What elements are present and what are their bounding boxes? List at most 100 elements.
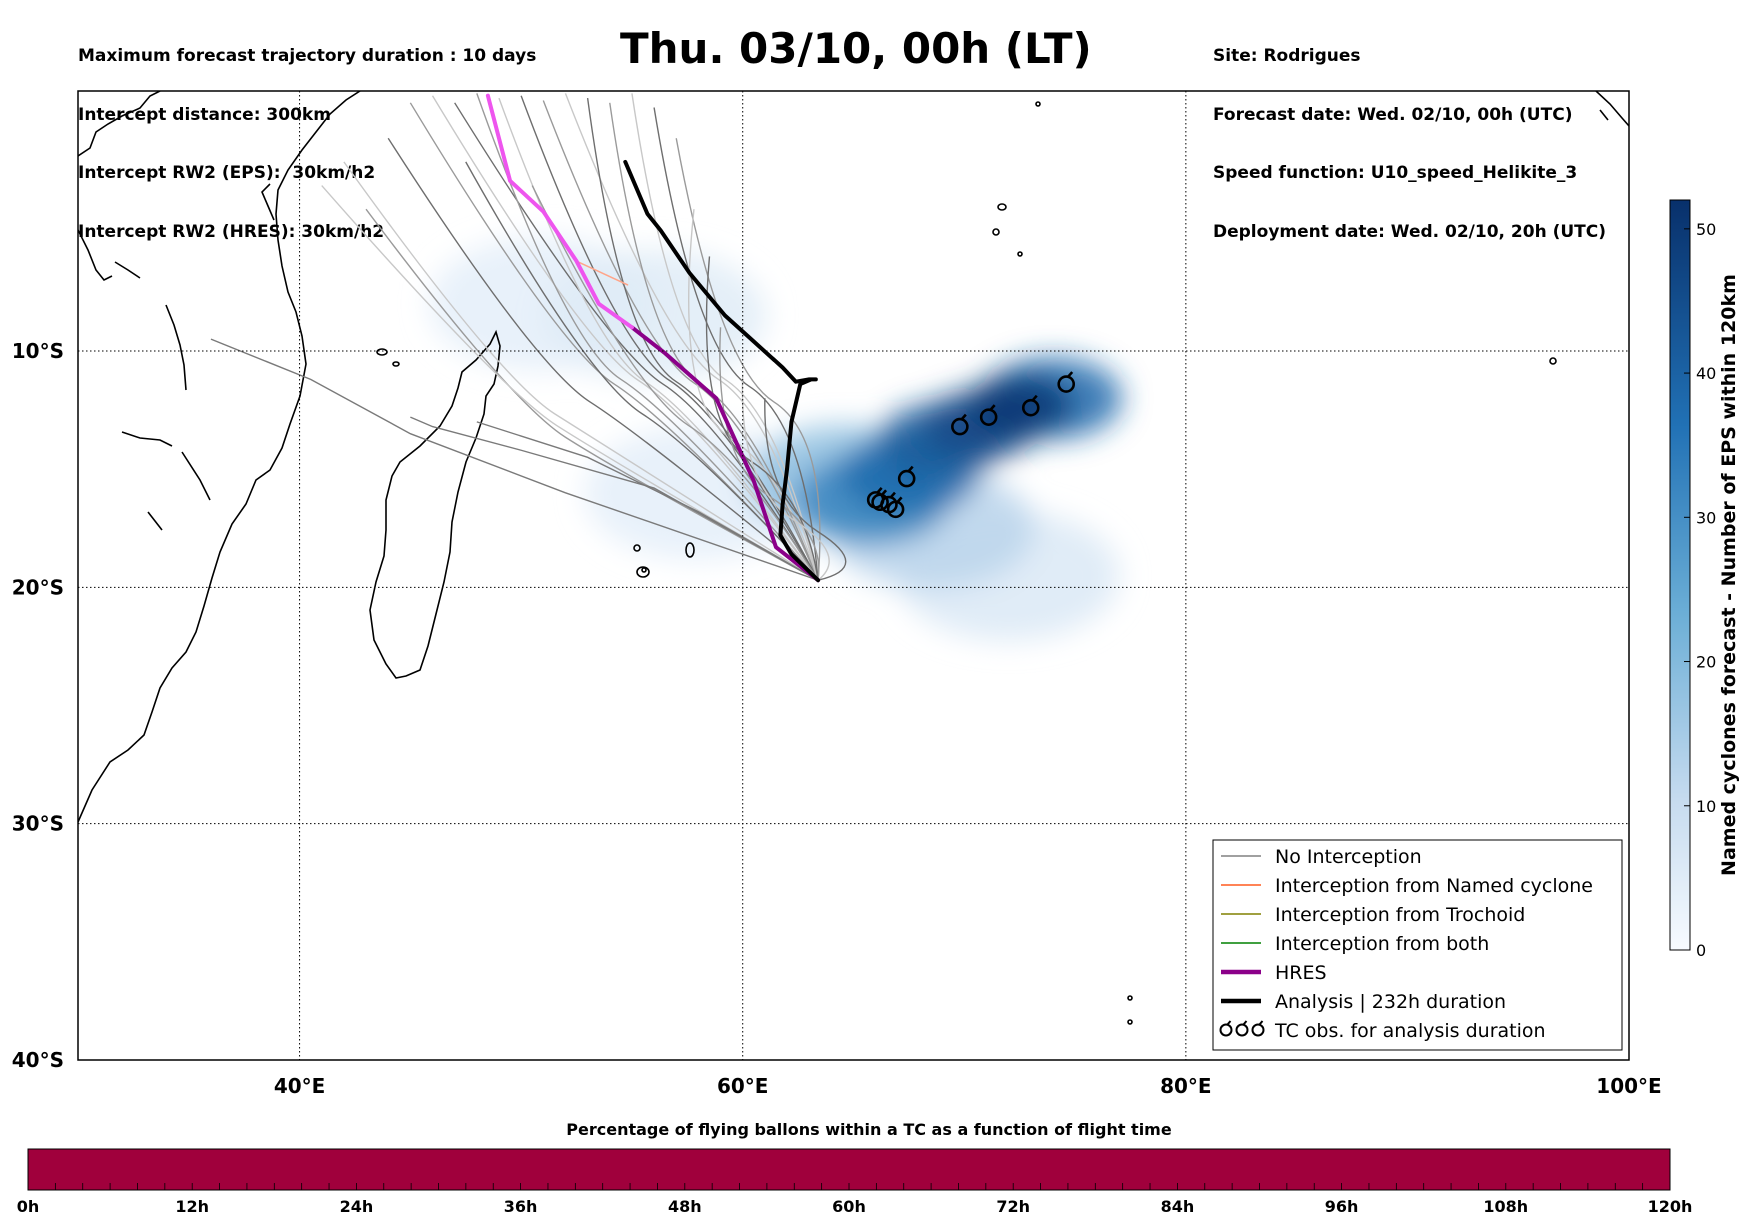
flight-time-tick-label: 24h (340, 1197, 374, 1216)
lon-tick-label: 40°E (274, 1074, 326, 1098)
ensemble-track (653, 107, 819, 581)
legend-label: HRES (1275, 962, 1327, 984)
colorbar-tick-label: 0 (1696, 941, 1706, 960)
header-right-line: Forecast date: Wed. 02/10, 00h (UTC) (1213, 104, 1573, 125)
flight-time-tick-label: 84h (1161, 1197, 1195, 1216)
colorbar-tick-label: 10 (1696, 797, 1716, 816)
legend-item: No Interception (1221, 846, 1422, 868)
eps-density-blob (966, 373, 1074, 437)
header-right-line: Deployment date: Wed. 02/10, 20h (UTC) (1213, 221, 1607, 242)
legend-item: HRES (1221, 962, 1327, 984)
ensemble-track (476, 421, 819, 581)
flight-time-bar: Percentage of flying ballons within a TC… (17, 1120, 1693, 1216)
ensemble-track (586, 97, 819, 581)
colorbar-tick-label: 40 (1696, 364, 1716, 383)
legend-label: Analysis | 232h duration (1275, 991, 1506, 1013)
colorbar-tick-label: 20 (1696, 653, 1716, 672)
legend-item: Analysis | 232h duration (1221, 991, 1506, 1013)
colorbar-tick-label: 50 (1696, 220, 1716, 239)
legend-item: Interception from both (1221, 933, 1489, 955)
tc-symbol-icon (897, 465, 916, 488)
lon-tick-label: 80°E (1160, 1074, 1212, 1098)
colorbar-tick-label: 30 (1696, 508, 1716, 527)
legend-label: Interception from Trochoid (1275, 904, 1525, 926)
header-right-line: Speed function: U10_speed_Helikite_3 (1213, 163, 1578, 183)
ensemble-track (431, 95, 819, 581)
axis-tick-labels: 40°E 60°E 80°E 100°E 10°S 20°S 30°S 40°S (12, 339, 1662, 1098)
flight-time-tick-label: 96h (1325, 1197, 1359, 1216)
ensemble-track (476, 93, 819, 581)
named-cyclone-interception-track (575, 260, 629, 286)
tc-symbol-icon (1226, 1020, 1232, 1026)
ensemble-track (764, 398, 847, 581)
ensemble-track (520, 95, 819, 581)
tc-symbol-icon (1021, 394, 1040, 417)
tc-observations (866, 371, 1076, 519)
tc-symbol-icon (1258, 1020, 1264, 1026)
tc-symbol-icon (1235, 1023, 1249, 1037)
flight-time-tick-label: 72h (996, 1197, 1030, 1216)
ensemble-track (343, 161, 819, 581)
eps-density-layer (429, 236, 1123, 641)
ensemble-track (741, 374, 830, 581)
ensemble-track (542, 100, 819, 581)
colorbar-gradient (1669, 199, 1691, 951)
lat-tick-label: 20°S (12, 575, 64, 599)
analysis-track (623, 159, 821, 583)
ensemble-track (210, 338, 819, 581)
flight-time-tick-label: 12h (175, 1197, 209, 1216)
ensemble-track (531, 185, 819, 581)
ensemble-track (409, 102, 819, 581)
legend-box (1212, 839, 1623, 1051)
tc-symbol-icon (1251, 1023, 1265, 1037)
legend-label: Interception from both (1275, 933, 1489, 955)
ensemble-track (321, 185, 819, 581)
hres-track (629, 325, 821, 583)
flight-time-ticks: 0h 12h 24h 36h 48h 60h 72h 84h 96h 108h 120h (17, 1183, 1693, 1216)
map-grid (78, 91, 1629, 1060)
ensemble-track (365, 208, 819, 581)
header-right-line: Site: Rodrigues (1213, 46, 1361, 66)
legend-item: TC obs. for analysis duration (1219, 1020, 1546, 1042)
tc-symbol-icon (951, 413, 969, 436)
lon-tick-label: 100°E (1596, 1074, 1661, 1098)
colorbar-label: Named cyclones forecast - Number of EPS … (1718, 274, 1740, 876)
coastline (78, 91, 1629, 1025)
legend-label: TC obs. for analysis duration (1274, 1020, 1546, 1042)
lat-tick-label: 30°S (12, 812, 64, 836)
flight-time-tick-label: 36h (504, 1197, 538, 1216)
flight-time-tick-label: 0h (17, 1197, 40, 1216)
flight-time-bar-title: Percentage of flying ballons within a TC… (566, 1120, 1172, 1139)
legend: No Interception Interception from Named c… (1212, 839, 1623, 1051)
legend-label: No Interception (1275, 846, 1422, 868)
ensemble-track (719, 327, 820, 581)
header-left-line: Intercept distance: 300km (78, 104, 331, 125)
map-frame (77, 90, 1630, 1061)
colorbar: 0 10 20 30 40 50 Named cyclones forecast - Nu… (1669, 199, 1740, 960)
ensemble-track (387, 137, 819, 581)
header-right: Site: Rodrigues Forecast date: Wed. 02/1… (1213, 8, 1606, 262)
legend-label: Interception from Named cyclone (1275, 875, 1593, 897)
hres-track-late (485, 93, 634, 330)
ensemble-track (410, 416, 819, 581)
legend-item: Interception from Named cyclone (1221, 875, 1593, 897)
tc-symbol-icon (1219, 1023, 1233, 1037)
header-left-line: Maximum forecast trajectory duration : 1… (78, 46, 537, 66)
legend-item: Interception from Trochoid (1221, 904, 1525, 926)
flight-time-tick-label: 120h (1648, 1197, 1693, 1216)
colorbar-ticks: 0 10 20 30 40 50 (1684, 220, 1716, 960)
ensemble-track (675, 138, 821, 581)
tc-symbol-icon (866, 487, 885, 509)
lat-tick-label: 10°S (12, 339, 64, 363)
tc-symbol-icon (1057, 371, 1076, 393)
flight-time-tick-label: 108h (1483, 1197, 1528, 1216)
flight-time-tick-label: 60h (832, 1197, 866, 1216)
tc-symbol-icon (1242, 1020, 1248, 1026)
flight-time-tick-label: 48h (668, 1197, 702, 1216)
lon-tick-label: 60°E (717, 1074, 769, 1098)
lat-tick-label: 40°S (12, 1048, 64, 1072)
trajectory-layer (210, 93, 847, 583)
ensemble-track (465, 161, 819, 581)
tc-symbol-icon (979, 404, 998, 426)
